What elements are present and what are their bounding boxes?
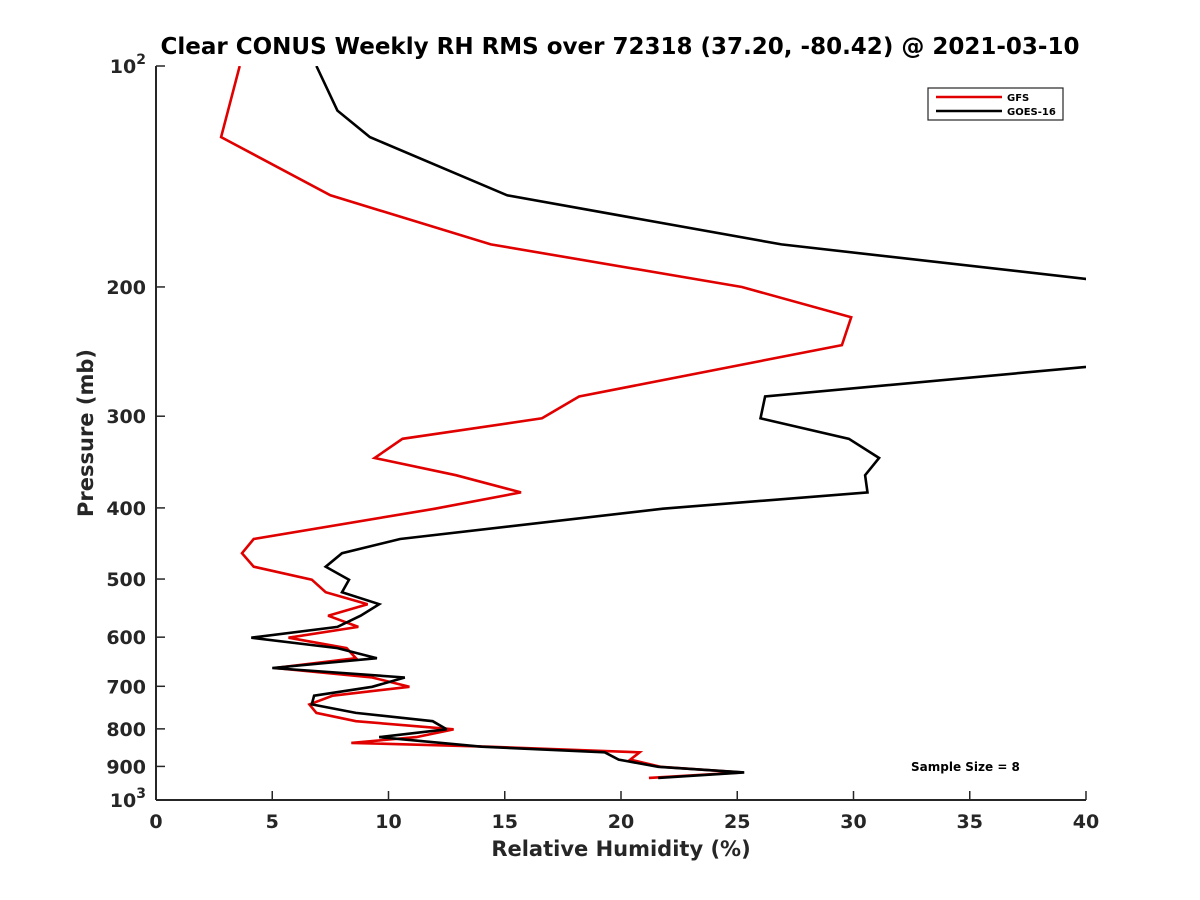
y-tick-label-base: 200 bbox=[106, 277, 146, 299]
y-tick-label-exponent: 3 bbox=[136, 786, 146, 802]
y-tick-label-base: 10 bbox=[110, 790, 136, 812]
y-axis-label: Pressure (mb) bbox=[74, 349, 98, 517]
x-tick-label: 10 bbox=[375, 811, 401, 833]
y-tick-label: 200 bbox=[106, 277, 146, 299]
x-tick-label: 0 bbox=[149, 811, 162, 833]
y-tick-label: 600 bbox=[106, 627, 146, 649]
y-tick-label-exponent: 2 bbox=[136, 52, 146, 68]
x-tick-label: 15 bbox=[492, 811, 518, 833]
y-tick-label-base: 400 bbox=[106, 498, 146, 520]
y-tick-label: 900 bbox=[106, 756, 146, 778]
y-tick-label-base: 300 bbox=[106, 406, 146, 428]
x-tick-label: 5 bbox=[266, 811, 279, 833]
sample-size-annotation: Sample Size = 8 bbox=[911, 760, 1020, 774]
y-tick-label-base: 700 bbox=[106, 676, 146, 698]
y-tick-label: 102 bbox=[110, 52, 146, 78]
y-tick-label: 800 bbox=[106, 719, 146, 741]
x-tick-label: 30 bbox=[840, 811, 866, 833]
y-tick-label: 400 bbox=[106, 498, 146, 520]
x-tick-label: 25 bbox=[724, 811, 750, 833]
y-tick-label: 500 bbox=[106, 569, 146, 591]
legend-label-gfs: GFS bbox=[1007, 93, 1029, 104]
series-layer bbox=[219, 66, 1086, 780]
series-line-goes16 bbox=[251, 66, 1086, 780]
x-tick-label: 35 bbox=[957, 811, 983, 833]
y-tick-label: 300 bbox=[106, 406, 146, 428]
y-tick-label: 700 bbox=[106, 676, 146, 698]
legend-box bbox=[927, 87, 1064, 121]
chart-title: Clear CONUS Weekly RH RMS over 72318 (37… bbox=[161, 34, 1080, 60]
y-tick-label-base: 10 bbox=[110, 56, 136, 78]
x-tick-label: 40 bbox=[1073, 811, 1099, 833]
x-ticks: 0 5 10 15 20 25 30 35 40 bbox=[149, 791, 1099, 833]
legend-label-goes16: GOES-16 bbox=[1007, 107, 1056, 118]
x-axis-label: Relative Humidity (%) bbox=[491, 837, 750, 861]
y-tick-label-base: 800 bbox=[106, 719, 146, 741]
y-tick-label-base: 500 bbox=[106, 569, 146, 591]
y-tick-label-base: 600 bbox=[106, 627, 146, 649]
legend: GFS GOES-16 bbox=[927, 87, 1064, 121]
x-tick-label: 20 bbox=[608, 811, 634, 833]
y-tick-label: 103 bbox=[110, 786, 146, 812]
y-tick-label-base: 900 bbox=[106, 756, 146, 778]
